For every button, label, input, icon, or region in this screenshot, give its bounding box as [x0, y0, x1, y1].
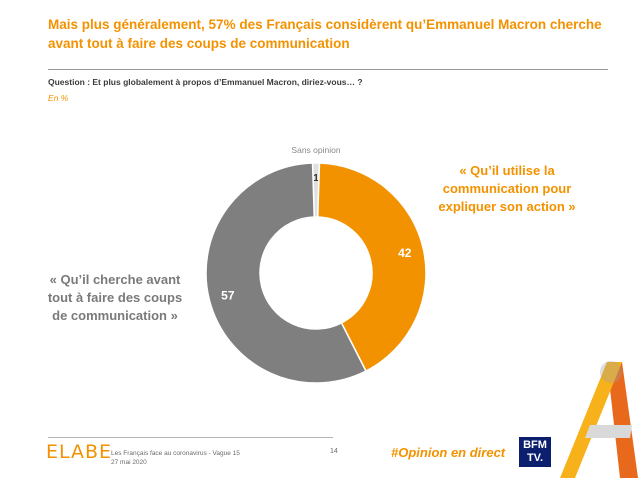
brand-triangle-stroke-right [607, 362, 638, 478]
slice-coups-value-label: 57 [221, 289, 235, 303]
hashtag: #Opinion en direct [391, 445, 506, 460]
brand-triangle-bar [585, 425, 632, 438]
slice-coups [205, 162, 367, 384]
slice-communication-value-label: 42 [398, 246, 412, 260]
elabe-logo: ELABE [46, 441, 113, 463]
page-title: Mais plus généralement, 57% des Français… [48, 17, 602, 51]
bfm-logo-line2: TV. [526, 452, 544, 464]
outer-label-sans-opinion: Sans opinion [291, 145, 340, 155]
unit-label: En % [48, 93, 69, 103]
brand-triangle-stroke-left [560, 362, 622, 478]
slice-sans-opinion-value-label: 1 [313, 173, 319, 184]
answer-label-communication: « Qu’il utilise la communication pour ex… [438, 163, 576, 214]
question-text: Question : Et plus globalement à propos … [48, 77, 363, 87]
slice-communication [316, 162, 427, 373]
title-divider [48, 69, 608, 70]
footer-divider [48, 437, 333, 438]
brand-circle [600, 361, 622, 383]
footer-study-info: Les Français face au coronavirus - Vague… [111, 449, 240, 467]
bfmtv-logo: BFM TV. [519, 437, 551, 467]
page-number: 14 [330, 448, 338, 455]
footer-date: 27 mai 2020 [111, 459, 147, 466]
answer-label-coups: « Qu’il cherche avant tout à faire des c… [47, 272, 183, 323]
footer-study: Les Français face au coronavirus - Vague… [111, 450, 240, 457]
bfm-logo-line1: BFM [523, 439, 547, 451]
